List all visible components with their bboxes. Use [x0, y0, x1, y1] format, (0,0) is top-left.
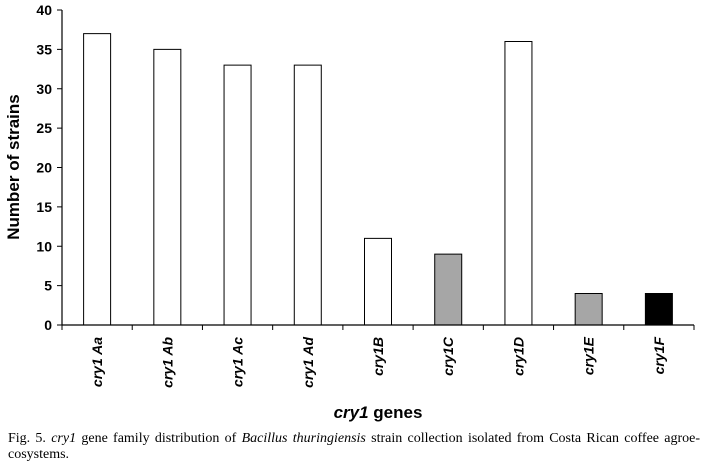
bar-cry1f — [644, 293, 673, 326]
y-tick-label: 30 — [36, 81, 52, 97]
bar-cry1b — [364, 237, 392, 326]
x-tick-label: cry1B — [370, 337, 386, 376]
bar-cry1-ad — [293, 64, 322, 326]
bar-cry1-ac — [223, 64, 252, 326]
x-ticks-group: cry1 Aa cry1 Ab cry1 Ac cry1 Ad cry1B cry1C cr… — [61, 325, 695, 388]
caption-species: Bacillus thuringiensis — [241, 431, 366, 446]
y-ticks-group: 0 5 10 15 20 25 30 35 40 — [36, 2, 62, 333]
y-tick-label: 20 — [36, 160, 52, 176]
x-tick-label: cry1 Ad — [300, 337, 316, 388]
y-tick-label: 40 — [36, 2, 52, 18]
x-axis-title-gene: cry1 — [334, 403, 369, 422]
x-tick-label: cry1 Aa — [89, 337, 105, 387]
y-tick-label: 0 — [44, 317, 52, 333]
caption-gene: cry1 — [51, 431, 77, 446]
bar-cry1-aa — [83, 33, 112, 326]
x-tick-label: cry1 Ab — [159, 337, 175, 388]
y-tick-label: 15 — [36, 199, 52, 215]
y-tick-label: 35 — [36, 41, 52, 57]
bar-cry1d — [504, 41, 533, 326]
x-tick-label: cry1E — [581, 336, 597, 375]
caption-suffix: strain collection isolated from Costa Ri… — [8, 431, 701, 462]
bar-cry1-ab — [153, 48, 182, 326]
x-axis-title-rest: genes — [369, 403, 423, 422]
caption-mid: gene family distribution of — [76, 431, 242, 446]
x-tick-label: cry1 Ac — [230, 337, 246, 387]
y-axis-title: Number of strains — [4, 94, 23, 239]
x-tick-label: cry1F — [651, 337, 667, 375]
bars-group — [83, 33, 673, 326]
y-tick-label: 10 — [36, 238, 52, 254]
figure-caption: Fig. 5. cry1 gene family distribution of… — [8, 431, 700, 463]
bar-cry1e — [574, 293, 603, 326]
bar-cry1c — [434, 253, 463, 326]
y-tick-label: 25 — [36, 120, 52, 136]
y-tick-label: 5 — [44, 278, 52, 294]
caption-prefix: Fig. 5. — [8, 431, 52, 446]
x-tick-label: cry1C — [440, 336, 456, 376]
x-tick-label: cry1D — [510, 337, 526, 376]
x-axis-title: cry1 genes — [334, 403, 423, 422]
